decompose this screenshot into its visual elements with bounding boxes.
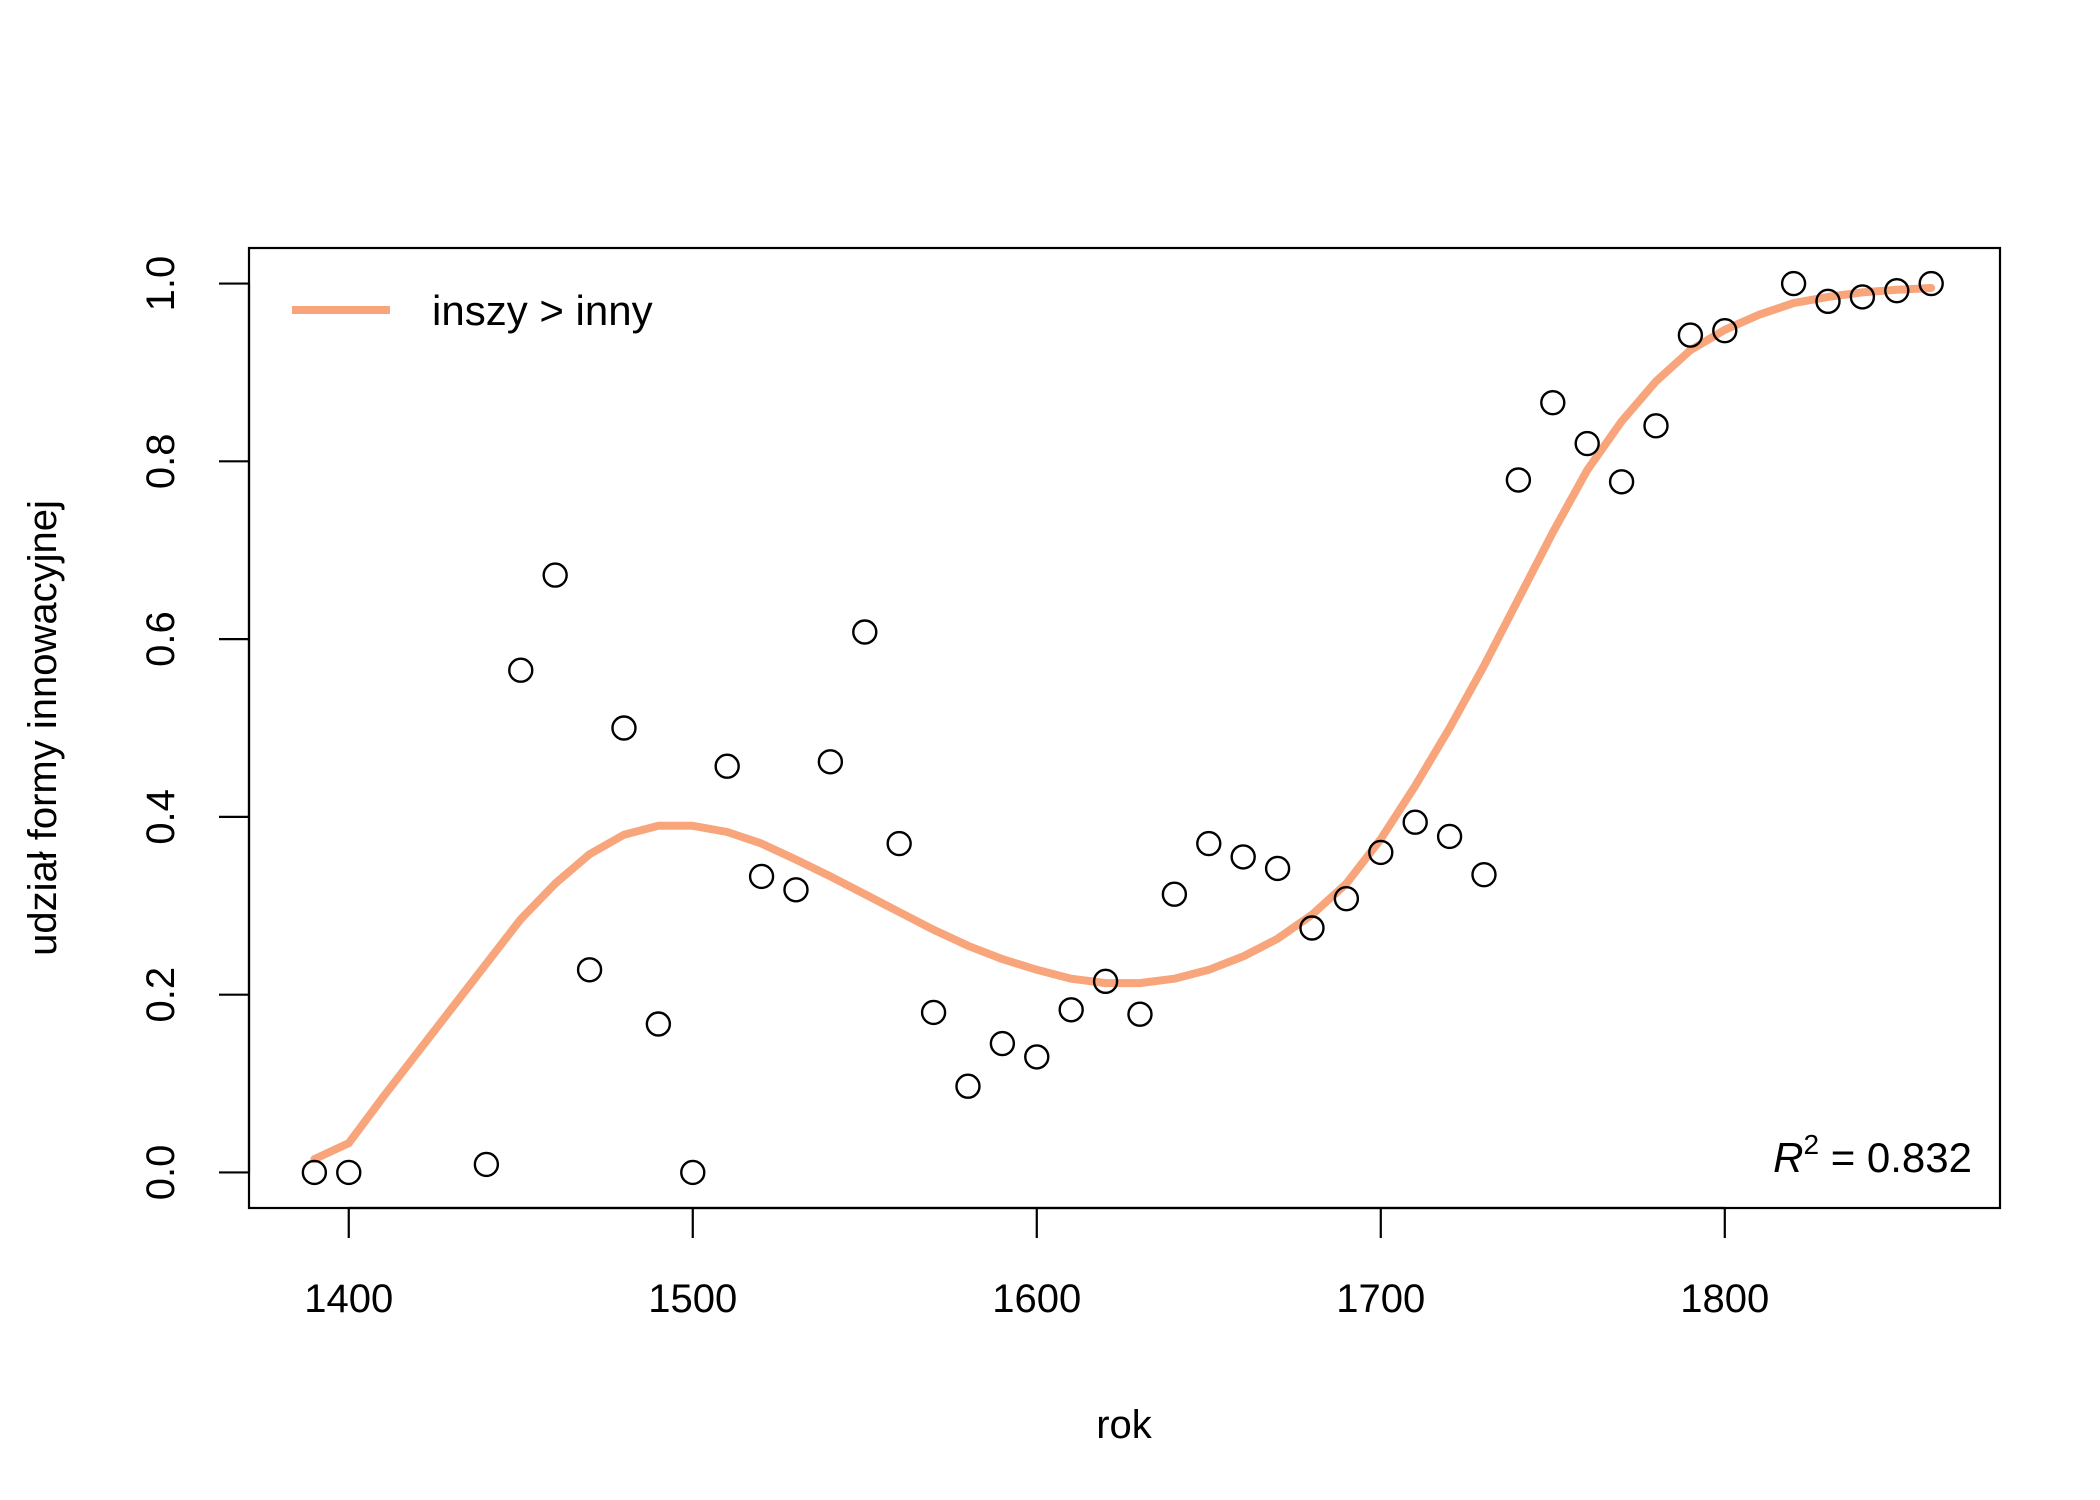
y-tick-label: 0.8 <box>139 434 183 490</box>
data-point <box>1574 430 1600 457</box>
data-point <box>611 715 637 741</box>
data-point <box>473 1151 500 1178</box>
data-point <box>1712 317 1738 344</box>
data-point <box>748 863 775 890</box>
smooth-curve-layer <box>310 284 1936 1164</box>
data-point <box>955 1073 981 1099</box>
data-point <box>989 1030 1016 1057</box>
data-point <box>920 999 947 1026</box>
data-point <box>852 619 878 645</box>
data-point <box>1884 277 1910 304</box>
r-squared-symbol: R <box>1773 1134 1803 1181</box>
data-point <box>783 877 809 903</box>
data-point <box>1540 389 1566 416</box>
data-point <box>1849 284 1876 310</box>
series-line-inszy-inny <box>310 284 1936 1164</box>
data-point <box>1230 844 1256 870</box>
data-point <box>1436 823 1463 850</box>
data-point <box>1161 881 1188 907</box>
x-axis: 1400 1500 1600 1700 1800 <box>304 1206 1769 1321</box>
data-point <box>886 830 912 857</box>
x-tick-label: 1800 <box>1680 1277 1769 1321</box>
r-squared-annotation: R2 = 0.832 <box>1773 1129 1972 1181</box>
data-point <box>576 957 603 983</box>
data-point <box>645 1011 672 1037</box>
y-tick-label: 0.6 <box>139 611 183 667</box>
data-point <box>1196 830 1222 857</box>
data-point <box>1918 270 1944 297</box>
data-point <box>1471 861 1497 888</box>
data-point <box>1368 839 1394 866</box>
data-point <box>714 753 740 779</box>
data-point <box>336 1159 362 1186</box>
data-point <box>1127 1001 1153 1027</box>
data-point <box>680 1159 706 1186</box>
data-point <box>817 749 844 775</box>
data-point <box>1299 915 1325 941</box>
x-tick-label: 1500 <box>648 1277 737 1321</box>
data-point <box>1677 322 1704 348</box>
legend: inszy > inny <box>292 287 653 334</box>
y-tick-label: 0.4 <box>139 789 183 845</box>
data-point <box>508 657 534 683</box>
x-tick-label: 1400 <box>304 1277 393 1321</box>
r-squared-superscript: 2 <box>1803 1129 1819 1160</box>
y-tick-label: 0.0 <box>139 1145 183 1201</box>
x-tick-label: 1700 <box>1336 1277 1425 1321</box>
data-points-layer <box>301 270 1944 1186</box>
x-tick-label: 1600 <box>992 1277 1081 1321</box>
r-squared-value: = 0.832 <box>1819 1134 1972 1181</box>
data-point <box>1608 469 1635 495</box>
data-point <box>1024 1044 1050 1070</box>
data-point <box>1780 270 1807 297</box>
data-point <box>1333 885 1360 912</box>
y-tick-label: 0.2 <box>139 967 183 1023</box>
y-tick-label: 1.0 <box>139 256 183 312</box>
data-point <box>1643 413 1669 439</box>
data-point <box>1505 467 1532 493</box>
data-point <box>1058 997 1084 1023</box>
y-axis: 0.0 0.2 0.4 0.6 0.8 1.0 <box>139 256 251 1201</box>
data-point <box>542 562 568 588</box>
data-point <box>1402 809 1428 835</box>
data-point <box>301 1159 328 1186</box>
legend-label: inszy > inny <box>432 287 653 334</box>
data-point <box>1092 968 1119 995</box>
x-axis-label: rok <box>1096 1403 1153 1447</box>
y-axis-label: udział formy innowacyjnej <box>21 500 65 956</box>
data-point <box>1264 855 1291 882</box>
data-point <box>1815 288 1841 315</box>
